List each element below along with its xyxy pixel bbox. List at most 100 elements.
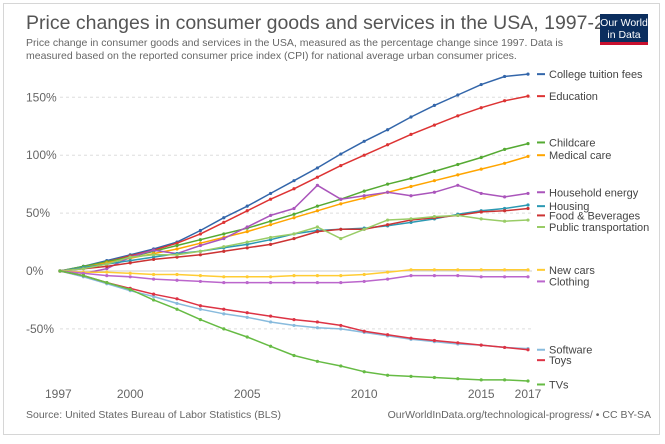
data-point — [269, 191, 273, 196]
data-point — [526, 275, 530, 279]
data-point — [222, 232, 226, 236]
data-point — [315, 359, 319, 363]
data-point — [339, 280, 343, 285]
data-point — [362, 329, 366, 333]
data-point — [245, 280, 249, 285]
data-point — [432, 169, 436, 174]
data-point — [175, 243, 179, 248]
data-point — [362, 153, 366, 157]
data-point — [339, 197, 343, 201]
data-point — [526, 203, 530, 207]
data-point — [105, 264, 109, 268]
data-point — [292, 323, 296, 328]
data-point — [386, 277, 390, 281]
data-point — [432, 268, 436, 272]
data-point — [386, 218, 390, 222]
data-point — [245, 230, 249, 234]
data-point — [198, 304, 202, 308]
data-point — [152, 272, 156, 277]
data-point — [526, 142, 530, 146]
data-point — [105, 270, 109, 274]
data-point — [339, 364, 343, 368]
data-point — [315, 209, 319, 213]
data-point — [503, 147, 507, 152]
data-point — [175, 307, 179, 311]
data-point — [128, 255, 132, 259]
series-line-1[interactable] — [59, 95, 529, 272]
data-point — [526, 268, 530, 272]
x-tick-label: 2015 — [468, 387, 495, 401]
y-tick-label: -50% — [26, 322, 54, 336]
data-point — [315, 175, 319, 179]
data-point — [503, 161, 507, 165]
owid-logo[interactable]: Our World in Data — [600, 14, 648, 45]
series-label: Childcare — [549, 137, 595, 149]
y-tick-label: 100% — [26, 148, 57, 162]
data-point — [292, 274, 296, 278]
data-point — [503, 378, 507, 382]
data-point — [269, 213, 273, 218]
data-point — [222, 327, 226, 331]
x-tick-label: 2000 — [117, 387, 144, 401]
data-point — [269, 219, 273, 223]
data-point — [339, 274, 343, 278]
data-point — [128, 287, 132, 292]
y-tick-label: 50% — [26, 206, 50, 220]
data-point — [456, 268, 460, 272]
data-point — [409, 184, 413, 189]
data-point — [152, 257, 156, 262]
data-point — [456, 93, 460, 97]
data-point — [292, 187, 296, 191]
data-point — [128, 271, 132, 275]
data-point — [315, 230, 319, 234]
data-point — [292, 353, 296, 358]
data-point — [128, 258, 132, 263]
data-point — [339, 152, 343, 156]
data-point — [339, 327, 343, 331]
data-point — [479, 210, 483, 214]
data-point — [292, 236, 296, 241]
data-point — [479, 378, 483, 382]
data-point — [198, 274, 202, 278]
data-point — [526, 206, 530, 211]
data-point — [432, 338, 436, 343]
data-point — [386, 223, 390, 227]
series-line-0[interactable] — [59, 73, 529, 272]
data-point — [175, 255, 179, 259]
data-point — [339, 236, 343, 241]
series-labels: College tuition fees Education ChildcareMe… — [537, 69, 649, 391]
data-point — [386, 270, 390, 274]
data-point — [339, 202, 343, 206]
data-point — [198, 232, 202, 236]
data-point — [432, 190, 436, 194]
data-point — [222, 216, 226, 220]
data-point — [386, 190, 390, 194]
data-point — [175, 241, 179, 245]
data-point — [245, 335, 249, 339]
data-point — [152, 248, 156, 252]
data-point — [269, 242, 273, 246]
data-point — [386, 373, 390, 377]
data-point — [58, 269, 62, 273]
data-point — [362, 196, 366, 200]
data-point — [456, 274, 460, 278]
x-tick-label: 1997 — [45, 387, 72, 401]
data-point — [175, 297, 179, 301]
data-point — [479, 217, 483, 221]
data-point — [386, 333, 390, 337]
data-point — [152, 253, 156, 257]
data-point — [245, 204, 249, 208]
data-point — [292, 179, 296, 183]
data-point — [503, 209, 507, 213]
credit-link[interactable]: OurWorldInData.org/technological-progres… — [387, 409, 651, 421]
data-point — [503, 268, 507, 272]
data-point — [152, 255, 156, 259]
data-point — [456, 213, 460, 218]
data-point — [222, 220, 226, 224]
data-point — [198, 228, 202, 233]
data-point — [456, 173, 460, 177]
data-point — [432, 103, 436, 108]
data-point — [269, 344, 273, 348]
data-point — [526, 348, 530, 352]
data-point — [269, 275, 273, 279]
